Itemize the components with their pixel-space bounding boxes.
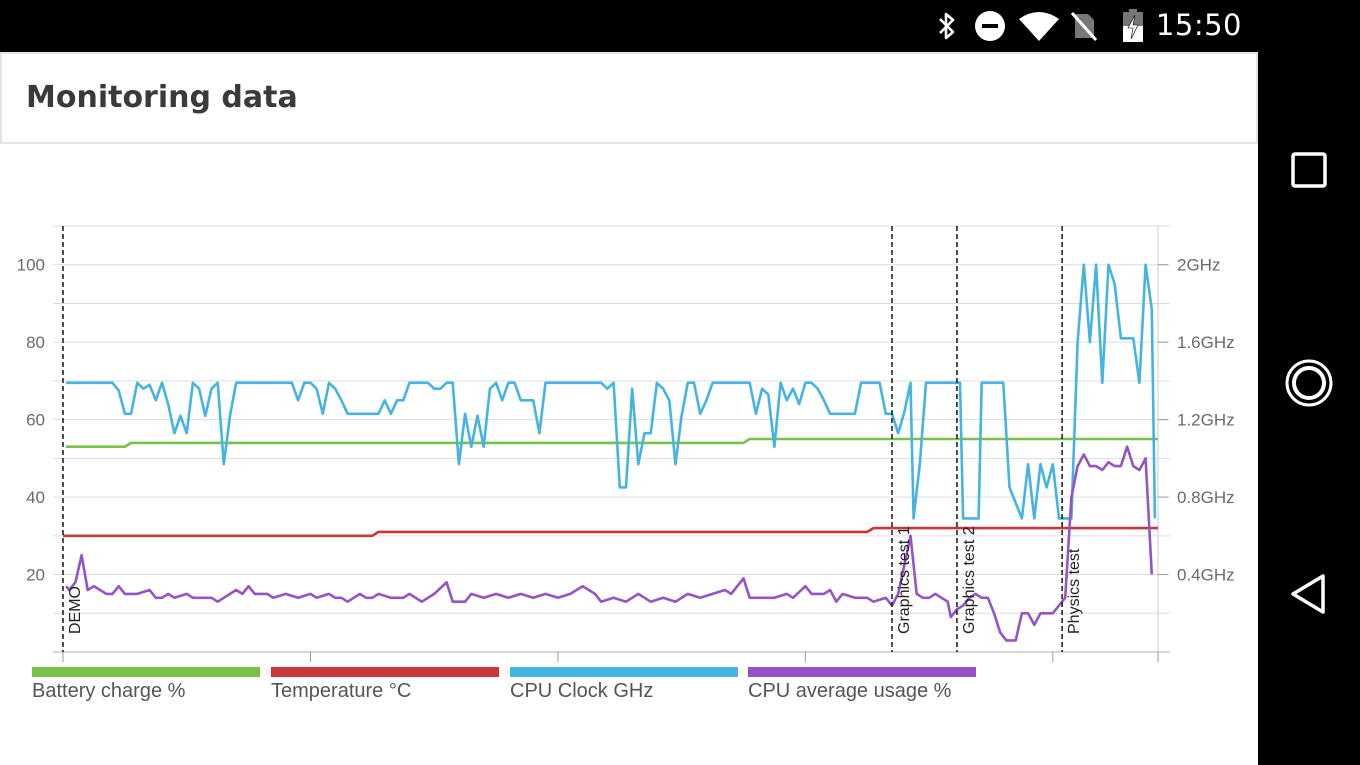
chart-legend: Battery charge % Temperature °C CPU Cloc… — [32, 667, 992, 707]
no-sim-icon — [1068, 10, 1100, 42]
home-button[interactable] — [1279, 353, 1339, 413]
phase-marker-label: DEMO — [67, 586, 84, 634]
wifi-icon — [1018, 10, 1060, 42]
navigation-bar — [1258, 52, 1360, 765]
y-right-tick-label: 2GHz — [1177, 256, 1220, 275]
legend-swatch-cpu-usage — [748, 667, 976, 677]
series-line-temperature — [63, 526, 1158, 538]
legend-item-cpu-clock[interactable]: CPU Clock GHz — [510, 667, 738, 703]
monitoring-screen: Monitoring data 20 40 60 80 100 0.4GHz 0.8GHz 1… — [0, 52, 1258, 765]
y-left-tick-label: 20 — [26, 566, 45, 585]
page-title: Monitoring data — [26, 80, 298, 115]
phase-marker-label: Graphics test 2 — [961, 526, 978, 634]
monitoring-chart: 204060801000.4GHz0.8GHz1.2GHz1.6GHz2GHz0… — [17, 225, 1235, 662]
y-left-tick-label: 60 — [26, 411, 45, 430]
legend-label-cpu-clock: CPU Clock GHz — [510, 680, 654, 702]
legend-item-cpu-usage[interactable]: CPU average usage % — [748, 667, 976, 703]
next-section-heading: Sl — [24, 755, 52, 765]
legend-label-battery: Battery charge % — [32, 680, 186, 702]
series-line-cpu-usage — [65, 445, 1154, 642]
legend-swatch-battery — [32, 667, 260, 677]
y-left-tick-label: 80 — [26, 333, 45, 352]
bluetooth-icon — [934, 10, 960, 42]
y-left-tick-label: 100 — [17, 256, 45, 275]
legend-item-battery[interactable]: Battery charge % — [32, 667, 260, 703]
battery-charging-icon — [1118, 9, 1148, 42]
y-right-tick-label: 1.6GHz — [1177, 333, 1235, 352]
header: Monitoring data — [0, 52, 1258, 144]
phase-marker-label: Graphics test 1 — [896, 526, 913, 634]
back-button[interactable] — [1279, 564, 1339, 624]
do-not-disturb-icon — [973, 10, 1007, 42]
legend-swatch-cpu-clock — [510, 667, 738, 677]
status-bar: 15:50 — [0, 0, 1360, 52]
y-right-tick-label: 1.2GHz — [1177, 411, 1235, 430]
y-right-tick-label: 0.4GHz — [1177, 566, 1235, 585]
recents-button[interactable] — [1279, 140, 1339, 200]
status-time: 15:50 — [1155, 8, 1242, 42]
phase-marker-label: Physics test — [1066, 548, 1083, 634]
y-left-tick-label: 40 — [26, 488, 45, 507]
legend-item-temperature[interactable]: Temperature °C — [271, 667, 499, 703]
legend-label-cpu-usage: CPU average usage % — [748, 680, 952, 702]
legend-label-temperature: Temperature °C — [271, 680, 412, 702]
legend-swatch-temperature — [271, 667, 499, 677]
series-line-cpu-clock — [66, 263, 1157, 520]
series-line-battery — [66, 437, 1158, 448]
y-right-tick-label: 0.8GHz — [1177, 488, 1235, 507]
